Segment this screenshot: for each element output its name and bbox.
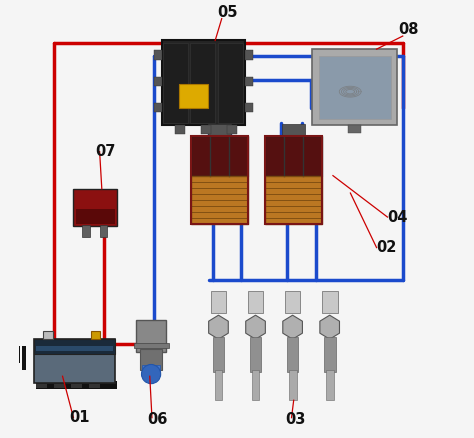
Bar xyxy=(191,137,248,176)
Bar xyxy=(16,346,20,364)
Bar xyxy=(89,384,100,388)
Bar xyxy=(348,126,361,134)
Bar xyxy=(34,339,115,355)
Bar xyxy=(208,125,231,137)
Bar xyxy=(180,85,208,109)
Polygon shape xyxy=(283,315,302,339)
Text: 08: 08 xyxy=(398,22,419,37)
Bar xyxy=(100,226,108,237)
Bar xyxy=(248,292,264,313)
Bar xyxy=(175,126,185,135)
Bar xyxy=(250,337,262,372)
Bar xyxy=(191,137,248,224)
Text: 01: 01 xyxy=(69,409,90,424)
Bar xyxy=(82,226,90,237)
Bar xyxy=(71,384,82,388)
Bar xyxy=(154,103,162,113)
Bar xyxy=(36,381,117,389)
Polygon shape xyxy=(209,315,228,339)
Bar xyxy=(154,78,162,87)
Circle shape xyxy=(141,365,161,384)
Bar xyxy=(162,41,245,126)
Polygon shape xyxy=(246,315,265,339)
Bar xyxy=(10,346,14,357)
Bar xyxy=(34,339,115,383)
Bar xyxy=(265,137,322,176)
Text: 06: 06 xyxy=(147,411,168,427)
Bar xyxy=(43,332,53,339)
Bar xyxy=(210,292,226,313)
Text: 04: 04 xyxy=(387,209,408,224)
Bar xyxy=(245,78,253,87)
Bar xyxy=(265,137,322,224)
Polygon shape xyxy=(320,315,339,339)
Bar xyxy=(136,320,166,352)
Bar xyxy=(191,176,248,224)
Text: 02: 02 xyxy=(376,240,397,254)
Bar xyxy=(54,384,65,388)
Bar xyxy=(245,51,253,61)
Bar xyxy=(201,126,211,135)
Bar xyxy=(22,346,26,370)
Bar xyxy=(326,370,334,400)
Bar xyxy=(91,332,100,339)
Bar xyxy=(228,126,237,135)
Bar xyxy=(265,176,322,224)
Bar xyxy=(154,51,162,61)
Bar xyxy=(324,337,336,372)
Bar xyxy=(36,346,113,352)
Bar xyxy=(140,349,162,370)
Bar xyxy=(285,292,301,313)
Bar xyxy=(287,337,299,372)
Text: 05: 05 xyxy=(218,5,238,20)
Bar xyxy=(212,337,224,372)
Bar xyxy=(319,57,391,120)
Bar xyxy=(76,209,115,224)
Bar xyxy=(190,43,215,124)
Bar xyxy=(134,343,169,348)
Bar xyxy=(219,43,243,124)
Bar xyxy=(73,189,117,226)
Bar xyxy=(322,292,337,313)
Bar xyxy=(245,103,253,113)
Bar xyxy=(252,370,259,400)
Bar xyxy=(289,370,297,400)
Bar xyxy=(163,43,188,124)
Bar xyxy=(312,50,397,126)
Bar xyxy=(36,384,47,388)
Bar xyxy=(215,370,222,400)
Text: 03: 03 xyxy=(285,411,305,427)
Text: 07: 07 xyxy=(95,144,116,159)
Bar xyxy=(142,365,160,374)
Bar xyxy=(283,125,305,137)
